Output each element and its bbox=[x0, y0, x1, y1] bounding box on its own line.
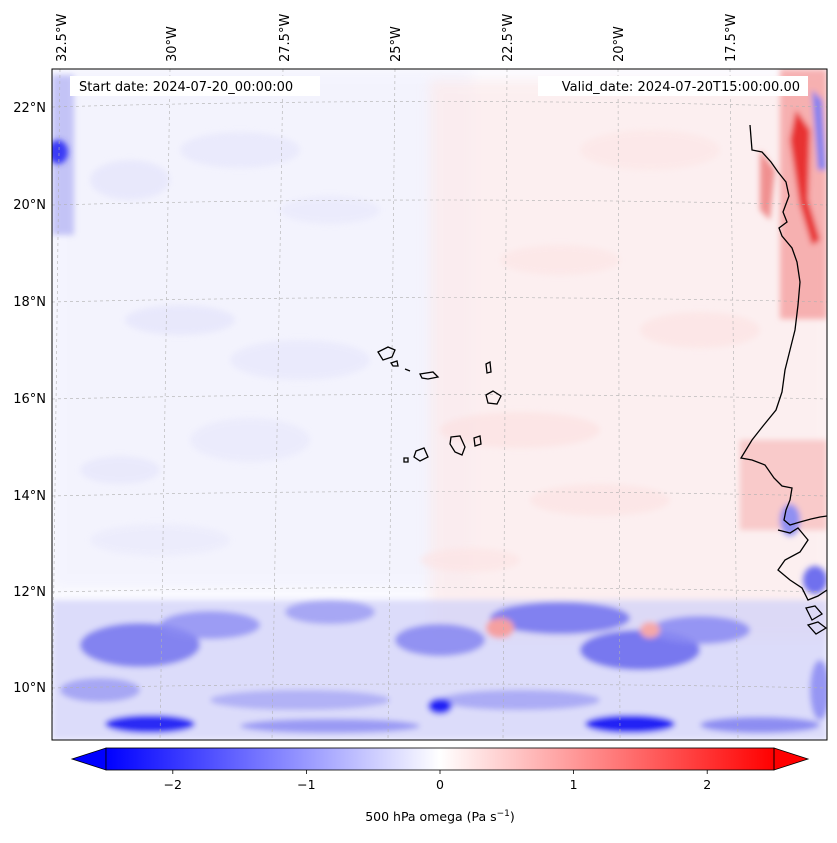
gridline-lat bbox=[52, 101, 827, 108]
omega-field bbox=[52, 69, 827, 740]
lon-label: 17.5°W bbox=[724, 14, 739, 62]
start-date-box bbox=[70, 76, 320, 96]
lon-label: 27.5°W bbox=[278, 14, 293, 62]
island bbox=[413, 447, 429, 462]
island bbox=[419, 371, 440, 380]
coastline-islet bbox=[806, 621, 827, 635]
lon-label: 32.5°W bbox=[55, 14, 70, 62]
gridline-lon bbox=[617, 69, 621, 740]
colorbar-tick-label: 2 bbox=[703, 777, 711, 792]
island bbox=[449, 435, 466, 456]
island bbox=[389, 360, 399, 367]
gridline-lon bbox=[387, 69, 396, 740]
gridline-lat bbox=[52, 394, 827, 400]
lat-label: 18°N bbox=[13, 295, 46, 310]
field-noise bbox=[80, 130, 760, 572]
gridline-lat bbox=[52, 587, 827, 593]
gridlines bbox=[52, 69, 827, 740]
lon-label: 20°W bbox=[612, 26, 627, 62]
gridline-lon bbox=[729, 69, 739, 740]
colorbar-ticks: −2 −1 0 1 2 bbox=[164, 770, 711, 792]
field-itcz-band bbox=[52, 600, 827, 740]
islands bbox=[377, 346, 502, 463]
gridline-lat bbox=[52, 491, 827, 497]
colorbar-extend-max bbox=[773, 747, 810, 771]
coastline-guinea bbox=[777, 527, 827, 601]
island bbox=[473, 435, 482, 447]
colorbar-tick-label: −1 bbox=[297, 777, 315, 792]
lat-label: 20°N bbox=[13, 198, 46, 213]
island bbox=[403, 457, 409, 463]
valid-date-label: Valid_date: 2024-07-20T15:00:00.00 bbox=[562, 80, 800, 95]
coastline-africa bbox=[739, 124, 827, 526]
colorbar-label: 500 hPa omega (Pa s−1) bbox=[365, 809, 515, 824]
colorbar-tick-label: −2 bbox=[164, 777, 182, 792]
gridline-lon bbox=[271, 69, 284, 740]
lon-label: 22.5°W bbox=[501, 14, 516, 62]
coastline-islet bbox=[805, 605, 824, 621]
lat-label: 14°N bbox=[13, 489, 46, 504]
map-frame bbox=[51, 68, 828, 741]
coastline bbox=[739, 124, 827, 635]
lat-labels: 22°N 20°N 18°N 16°N 14°N 12°N 10°N bbox=[13, 101, 46, 696]
gridline-lat bbox=[52, 297, 827, 303]
gridline-lon bbox=[502, 69, 508, 740]
gridline-lat bbox=[52, 199, 827, 206]
colorbar-extend-min bbox=[70, 747, 107, 771]
gridline-lon bbox=[159, 69, 171, 740]
lon-label: 30°W bbox=[165, 26, 180, 62]
lon-labels: 32.5°W 30°W 27.5°W 25°W 22.5°W 20°W 17.5… bbox=[55, 14, 739, 62]
field-coastal-band bbox=[740, 69, 827, 594]
map-panel: Start date: 2024-07-20_00:00:00 Valid_da… bbox=[51, 68, 828, 741]
colorbar-gradient bbox=[106, 748, 774, 770]
start-date-label: Start date: 2024-07-20_00:00:00 bbox=[79, 80, 293, 95]
colorbar-tick-label: 0 bbox=[436, 777, 444, 792]
island bbox=[485, 390, 502, 405]
colorbar: −2 −1 0 1 2 500 hPa omega (Pa s−1) bbox=[70, 747, 810, 824]
gridline-lat bbox=[52, 683, 827, 689]
island bbox=[404, 368, 411, 372]
lon-label: 25°W bbox=[389, 26, 404, 62]
gridline-lon bbox=[52, 69, 61, 740]
field-west-core bbox=[52, 140, 68, 164]
lat-label: 16°N bbox=[13, 392, 46, 407]
island bbox=[485, 360, 492, 374]
lat-label: 22°N bbox=[13, 101, 46, 116]
lat-label: 10°N bbox=[13, 681, 46, 696]
colorbar-tick-label: 1 bbox=[570, 777, 578, 792]
island bbox=[377, 346, 396, 361]
lat-label: 12°N bbox=[13, 585, 46, 600]
valid-date-box bbox=[538, 76, 808, 96]
